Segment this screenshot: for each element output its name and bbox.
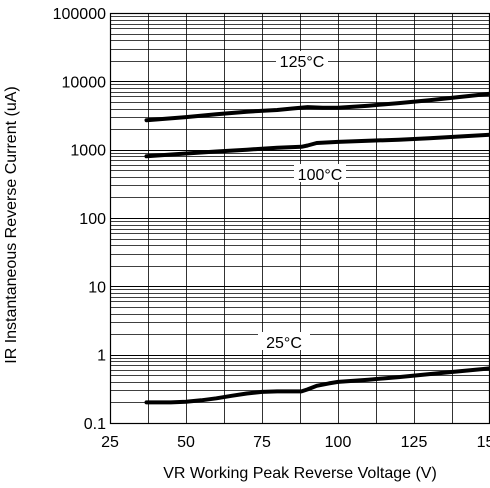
y-tick-label: 1000 <box>70 143 106 160</box>
series-label-bg <box>258 332 310 350</box>
y-tick-label: 100000 <box>53 6 106 23</box>
series-label: 100°C <box>298 167 343 184</box>
x-tick-labels: 25 50 75 100 125 150 <box>101 434 490 451</box>
x-tick-label: 50 <box>177 434 195 451</box>
grid <box>110 13 490 425</box>
x-tick-label: 75 <box>253 434 271 451</box>
x-tick-label: 25 <box>101 434 119 451</box>
y-tick-labels: 0.1 1 10 100 1000 10000 100000 <box>53 6 106 433</box>
x-tick-label: 150 <box>477 434 490 451</box>
x-axis-title: VR Working Peak Reverse Voltage (V) <box>163 465 437 482</box>
y-axis-title: IR Instantaneous Reverse Current (uA) <box>3 86 20 363</box>
y-tick-label: 10 <box>88 279 106 296</box>
series-label-bg <box>294 164 346 182</box>
y-tick-label: 0.1 <box>84 416 106 433</box>
series-label: 25°C <box>266 335 302 352</box>
series-line <box>144 366 490 405</box>
y-tick-label: 10000 <box>62 74 107 91</box>
series-label: 125°C <box>280 54 325 71</box>
y-tick-label: 1 <box>97 348 106 365</box>
series-label-bg <box>276 51 328 69</box>
y-tick-label: 100 <box>79 211 106 228</box>
x-tick-label: 100 <box>325 434 352 451</box>
x-tick-label: 125 <box>401 434 428 451</box>
series-line <box>144 91 490 123</box>
series-lines <box>144 91 490 405</box>
series-line <box>144 132 490 159</box>
series-annotations: 125°C 100°C 25°C <box>258 51 346 352</box>
